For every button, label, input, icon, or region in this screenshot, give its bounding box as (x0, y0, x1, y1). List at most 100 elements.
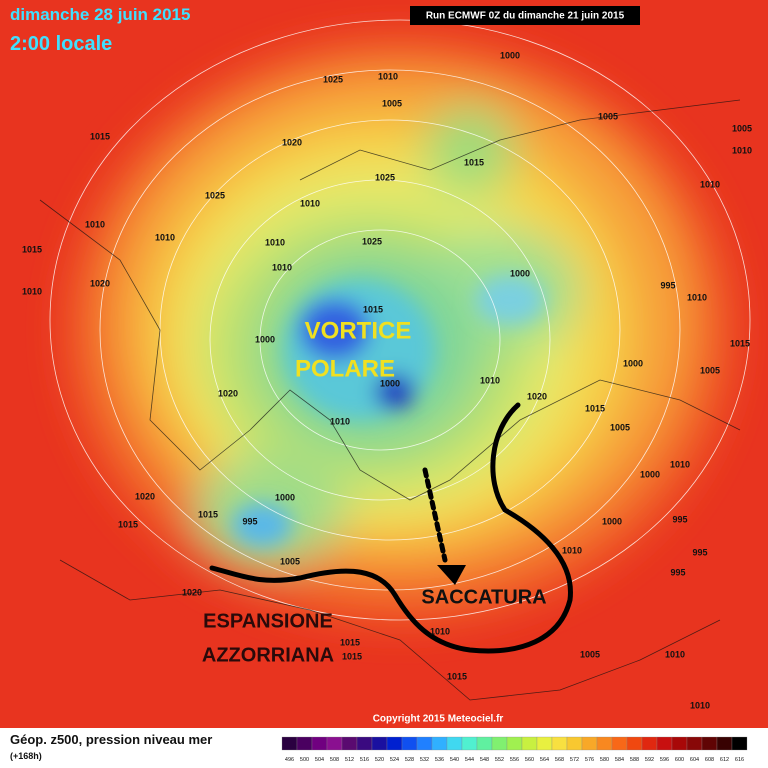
isobar-label: 1015 (340, 637, 360, 647)
isobar-label: 1010 (690, 700, 710, 710)
isobar-label: 1000 (500, 50, 520, 60)
annotation: ESPANSIONE (203, 610, 333, 632)
colorbar-cell (656, 736, 673, 751)
isobar-label: 1010 (265, 237, 285, 247)
colorbar-label: 516 (360, 757, 369, 763)
isobar-label: 1005 (732, 123, 752, 133)
colorbar-cell (476, 736, 493, 751)
colorbar-cell (446, 736, 463, 751)
isobar-label: 1010 (330, 416, 350, 426)
colorbar-cell (671, 736, 688, 751)
isobar-label: 1010 (155, 232, 175, 242)
colorbar-cell (506, 736, 523, 751)
isobar-label: 1015 (730, 338, 750, 348)
isobar-label: 1000 (275, 492, 295, 502)
isobar-label: 1005 (610, 422, 630, 432)
map-time: 2:00 locale (10, 33, 112, 55)
isobar-label: 1025 (205, 190, 225, 200)
isobar-label: 1010 (665, 649, 685, 659)
colorbar-cell (641, 736, 658, 751)
colorbar-label: 504 (315, 757, 324, 763)
colorbar-label: 528 (405, 757, 414, 763)
isobar-label: 1000 (640, 469, 660, 479)
isobar-label: 1025 (375, 172, 395, 182)
isobar-label: 1010 (700, 179, 720, 189)
isobar-label: 1000 (623, 358, 643, 368)
colorbar-cell (416, 736, 433, 751)
isobar-label: 1005 (382, 98, 402, 108)
isobar-label: 1015 (198, 509, 218, 519)
colorbar-label: 532 (420, 757, 429, 763)
colorbar-label: 568 (555, 757, 564, 763)
colorbar-label: 536 (435, 757, 444, 763)
colorbar-label: 576 (585, 757, 594, 763)
colorbar-label: 592 (645, 757, 654, 763)
colorbar-cell (596, 736, 613, 751)
colorbar-label: 512 (345, 757, 354, 763)
colorbar-label: 608 (705, 757, 714, 763)
colorbar-label: 520 (375, 757, 384, 763)
isobar-label: 1010 (670, 459, 690, 469)
isobar-label: 995 (670, 567, 685, 577)
isobar-label: 1010 (300, 198, 320, 208)
annotation: POLARE (295, 355, 395, 382)
run-info: Run ECMWF 0Z du dimanche 21 juin 2015 (426, 11, 625, 22)
colorbar-cell (536, 736, 553, 751)
isobar-label: 1025 (323, 74, 343, 84)
caption: Géop. z500, pression niveau mer (10, 732, 212, 747)
lead-time: (+168h) (10, 751, 42, 761)
isobar-label: 1000 (380, 378, 400, 388)
isobar-label: 1015 (464, 157, 484, 167)
copyright: Copyright 2015 Meteociel.fr (373, 714, 504, 725)
colorbar-label: 580 (600, 757, 609, 763)
isobar-label: 1000 (255, 334, 275, 344)
isobar-label: 1015 (447, 671, 467, 681)
isobar-label: 1010 (480, 375, 500, 385)
isobars (49, 19, 751, 621)
isobar-label: 1015 (90, 131, 110, 141)
colorbar-cell (611, 736, 628, 751)
isobar-label: 1015 (363, 304, 383, 314)
colorbar-cell (311, 736, 328, 751)
colorbar-label: 540 (450, 757, 459, 763)
colorbar-label: 604 (690, 757, 699, 763)
colorbar-cell (356, 736, 373, 751)
colorbar-label: 560 (525, 757, 534, 763)
coastlines (39, 99, 741, 701)
isobar-label: 995 (242, 516, 257, 526)
isobar-label: 1010 (732, 145, 752, 155)
colorbar-label: 612 (720, 757, 729, 763)
isobar-label: 1020 (90, 278, 110, 288)
isobar-label: 1005 (598, 111, 618, 121)
isobar-label: 1020 (182, 587, 202, 597)
isobar-label: 1010 (562, 545, 582, 555)
colorbar-cell (701, 736, 718, 751)
map-date: dimanche 28 juin 2015 (10, 5, 190, 24)
isobar-label: 1010 (85, 219, 105, 229)
colorbar-cell (386, 736, 403, 751)
isobar-label: 1000 (602, 516, 622, 526)
isobar-label: 1015 (585, 403, 605, 413)
colorbar-label: 524 (390, 757, 399, 763)
arrow-head (437, 565, 466, 585)
colorbar-label: 572 (570, 757, 579, 763)
isobar-label: 1010 (22, 286, 42, 296)
isobar-label: 1010 (272, 262, 292, 272)
isobar-labels: 1025 1010 1005 1000 1015 1020 1015 1025 1005 1005… (22, 50, 752, 710)
annotation: AZZORRIANA (202, 644, 334, 666)
isobar-label: 1000 (510, 268, 530, 278)
isobar-label: 1010 (378, 71, 398, 81)
isobar-label: 1020 (282, 137, 302, 147)
colorbar-cell (401, 736, 418, 751)
isobar-label: 1010 (430, 626, 450, 636)
colorbar-label: 588 (630, 757, 639, 763)
colorbar-label: 552 (495, 757, 504, 763)
isobar-label: 1005 (700, 365, 720, 375)
colorbar-cell (326, 736, 343, 751)
colorbar-label: 496 (285, 757, 294, 763)
isobar-label: 1020 (135, 491, 155, 501)
colorbar-cell (521, 736, 538, 751)
colorbar-label: 500 (300, 757, 309, 763)
annotation: VORTICE (305, 317, 412, 344)
